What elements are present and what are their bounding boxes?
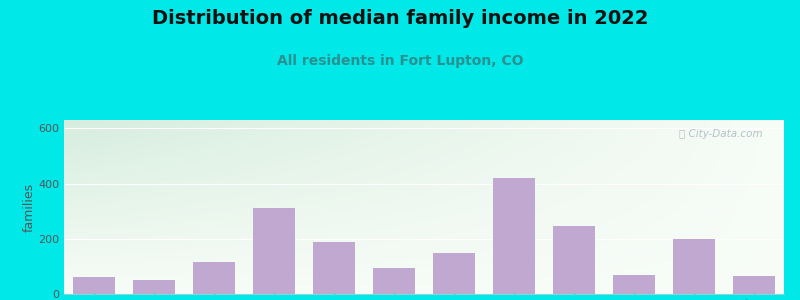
Bar [613,275,655,294]
Bar [73,278,115,294]
Bar [493,178,535,294]
Bar [193,262,235,294]
Bar [313,242,355,294]
Bar [373,268,415,294]
Bar [433,253,475,294]
Text: Distribution of median family income in 2022: Distribution of median family income in … [152,9,648,28]
Text: ⓘ City-Data.com: ⓘ City-Data.com [678,129,762,139]
Bar [253,208,295,294]
Bar [673,239,715,294]
Y-axis label: families: families [22,182,35,232]
Bar [733,276,775,294]
Bar [553,226,595,294]
Text: All residents in Fort Lupton, CO: All residents in Fort Lupton, CO [277,54,523,68]
Bar [133,280,175,294]
